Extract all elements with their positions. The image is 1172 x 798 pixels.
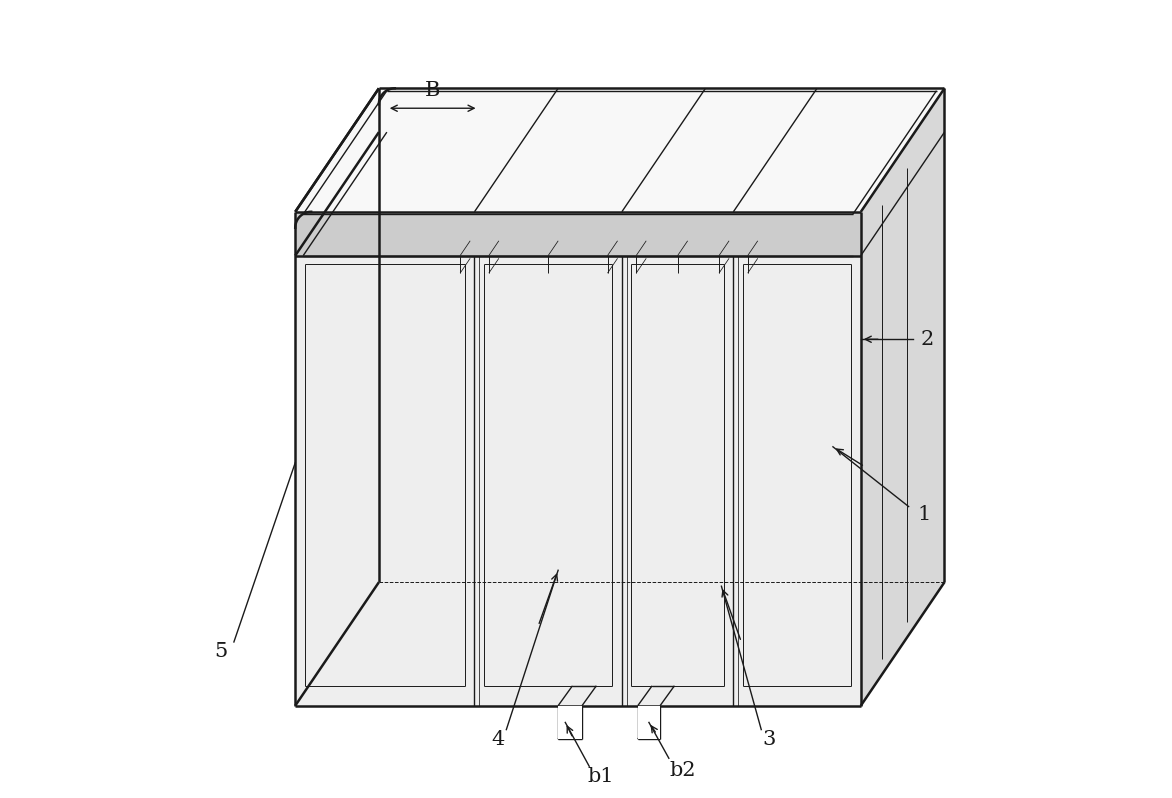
Polygon shape [295,89,945,211]
Polygon shape [558,705,582,739]
Text: 5: 5 [214,642,227,661]
Text: 3: 3 [763,730,776,749]
Text: 4: 4 [492,730,505,749]
Text: b2: b2 [669,760,696,780]
Polygon shape [295,89,379,705]
Text: 1: 1 [918,505,932,524]
Polygon shape [638,705,660,739]
Text: 2: 2 [920,330,934,349]
Text: b1: b1 [588,767,614,786]
Polygon shape [295,211,860,255]
Text: B: B [425,81,441,101]
Polygon shape [860,89,945,705]
Polygon shape [295,211,860,705]
